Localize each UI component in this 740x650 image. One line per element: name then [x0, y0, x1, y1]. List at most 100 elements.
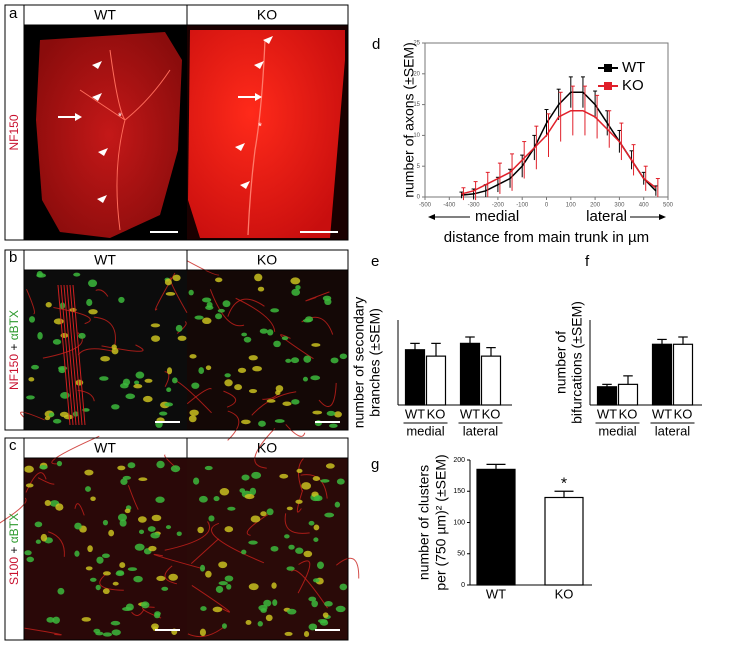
bar [651, 343, 673, 406]
cell [312, 476, 321, 481]
cell [224, 526, 234, 533]
cell [324, 512, 335, 518]
arrow-tips [75, 93, 262, 121]
cell [311, 343, 321, 347]
cell [324, 601, 333, 607]
cell [254, 273, 263, 282]
cell [110, 620, 121, 626]
cell [26, 556, 35, 563]
fiber [127, 485, 139, 510]
side-label-part: + [7, 340, 21, 354]
cell [241, 549, 247, 555]
cell [53, 318, 64, 325]
cell [40, 533, 48, 542]
fiber [48, 531, 65, 557]
x-tick-label: KO [674, 406, 693, 421]
cell [177, 335, 187, 341]
panel-letter: a [9, 5, 18, 22]
cell [143, 395, 153, 403]
y-tick-label: 10 [413, 133, 420, 139]
fiber [74, 503, 85, 516]
fiber [0, 497, 27, 524]
cell [85, 566, 93, 571]
cell [100, 355, 110, 362]
cell [150, 532, 160, 539]
cell [250, 515, 261, 523]
cell [234, 384, 243, 391]
fiber [336, 557, 360, 579]
cell [266, 399, 276, 403]
fiber [37, 477, 55, 485]
cell [73, 272, 81, 277]
cell [46, 616, 55, 623]
fiber [53, 306, 91, 325]
cell [241, 332, 248, 337]
legend-label: WT [622, 59, 645, 76]
group-label: medial [598, 423, 636, 438]
y-tick-label: 100 [453, 519, 465, 526]
cell [257, 621, 263, 627]
cell [165, 525, 172, 530]
cell [303, 630, 310, 638]
cell [28, 377, 35, 382]
cell [36, 273, 47, 278]
cell [135, 371, 145, 379]
fiber [23, 627, 62, 636]
y-axis-label: per (750 µm)² (±SEM) [433, 454, 449, 590]
cell [153, 612, 161, 619]
y-axis-label: number of secondary [351, 297, 367, 429]
x-tick-label: 100 [566, 203, 577, 209]
fiber [20, 411, 45, 421]
y-axis-label: number of axons (±SEM) [401, 42, 417, 198]
cell [204, 465, 213, 471]
cell [34, 521, 43, 528]
side-label: S100 + αBTX [7, 513, 21, 585]
cell [138, 477, 148, 482]
micrograph-texture [0, 260, 360, 638]
cell [118, 296, 125, 304]
fiber [209, 289, 245, 327]
fiber [93, 316, 116, 348]
x-tick-label: WT [405, 406, 425, 421]
cell [147, 526, 156, 532]
fiber [153, 553, 205, 570]
cell [78, 332, 86, 339]
cell [194, 315, 204, 320]
cell [218, 561, 228, 569]
cell [122, 607, 132, 612]
bar [617, 383, 639, 406]
cell [245, 620, 252, 625]
bar [476, 468, 516, 586]
cell [144, 378, 153, 383]
cell [222, 300, 231, 308]
cell [320, 479, 330, 483]
cell [164, 402, 174, 407]
fiber [186, 388, 212, 405]
cell [308, 596, 317, 602]
side-label: NF150 + αBTX [7, 310, 21, 390]
cell [198, 495, 208, 503]
side-label-part: αBTX [7, 513, 21, 543]
side-label-part: αBTX [7, 310, 21, 340]
legend-label: KO [622, 77, 644, 94]
cell [151, 514, 162, 522]
micrograph [187, 270, 348, 430]
cell [219, 487, 230, 496]
muscle-tissue [36, 32, 182, 238]
cell [45, 302, 52, 308]
cell [151, 335, 161, 342]
cell [286, 608, 297, 615]
cell [317, 618, 328, 624]
fiber [25, 472, 47, 493]
cell [295, 499, 303, 504]
fiber [285, 424, 306, 437]
cell [224, 373, 231, 378]
fiber [66, 284, 80, 426]
cell [86, 298, 93, 307]
cell [137, 516, 147, 523]
cell [271, 582, 277, 589]
x-tick-label: 500 [663, 203, 674, 209]
cell [282, 401, 292, 406]
cell [265, 614, 273, 622]
y-tick-label: 0 [461, 582, 465, 589]
